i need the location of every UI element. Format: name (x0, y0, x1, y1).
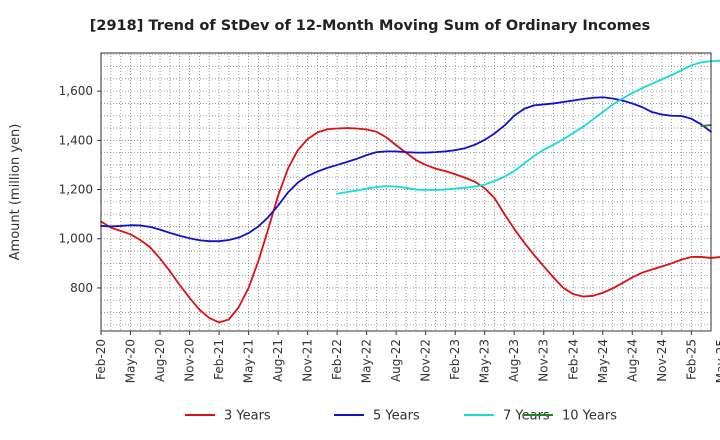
series-line-7-years (336, 59, 720, 195)
y-tick-label: 1,000 (59, 232, 93, 246)
x-tick-label: Feb-24 (566, 339, 580, 380)
legend-label: 3 Years (224, 409, 271, 424)
x-tick-labels: Feb-20 May-20 Aug-20 Nov-20 Feb-21 May-21 Aug-… (94, 331, 720, 383)
y-tick-label: 1,400 (59, 133, 93, 147)
legend-label: 5 Years (373, 409, 420, 424)
series-line-3-years (100, 127, 720, 324)
y-tick-label: 1,200 (59, 183, 93, 197)
chart-title: [2918] Trend of StDev of 12-Month Moving… (90, 18, 651, 34)
y-tick-label: 1,600 (59, 84, 93, 98)
y-axis-label: Amount (million yen) (8, 124, 23, 261)
y-tick-label: 800 (70, 281, 93, 295)
x-tick-label: Aug-23 (507, 339, 521, 382)
series-line-5-years (100, 96, 712, 243)
x-tick-label: May-23 (478, 339, 492, 383)
x-tick-label: Nov-23 (537, 339, 551, 382)
x-tick-label: Aug-21 (271, 339, 285, 382)
x-tick-label: Nov-20 (183, 339, 197, 382)
x-tick-label: May-25 (714, 339, 720, 383)
x-tick-label: Feb-20 (94, 339, 108, 380)
y-tick-labels: 800 1,000 1,200 1,400 1,600 (59, 84, 101, 295)
x-tick-label: May-20 (124, 339, 138, 383)
x-tick-label: May-21 (242, 339, 256, 383)
x-tick-label: Aug-20 (153, 339, 167, 382)
grid (101, 53, 711, 331)
x-tick-label: Feb-21 (212, 339, 226, 380)
x-tick-label: May-22 (360, 339, 374, 383)
x-tick-label: Feb-22 (330, 339, 344, 380)
plot-area (100, 52, 712, 332)
x-tick-label: Nov-24 (655, 339, 669, 382)
x-tick-label: May-24 (596, 339, 610, 383)
x-tick-label: Feb-23 (448, 339, 462, 380)
series-line-10-years (700, 124, 712, 127)
x-tick-label: Aug-24 (625, 339, 639, 382)
legend-label: 10 Years (562, 409, 617, 424)
series-lines (100, 59, 720, 324)
x-tick-label: Aug-22 (389, 339, 403, 382)
x-tick-label: Feb-25 (684, 339, 698, 380)
x-tick-label: Nov-22 (419, 339, 433, 382)
x-tick-label: Nov-21 (301, 339, 315, 382)
